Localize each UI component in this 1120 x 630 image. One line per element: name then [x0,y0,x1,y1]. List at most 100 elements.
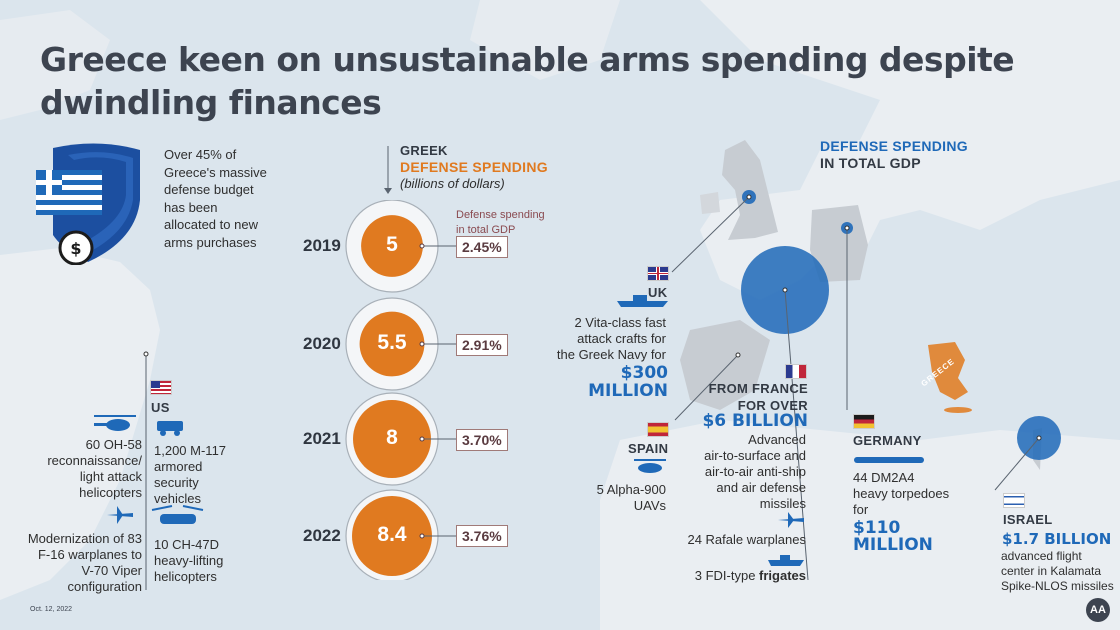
text-line: FROM FRANCE [708,381,808,396]
uk-label: UK [648,285,668,300]
spain-flag-icon [647,422,669,437]
text-line: for [853,502,869,517]
us-item-vehicles: 1,200 M-117 armored security vehicles [154,443,264,507]
text-line: Modernization of 83 [27,531,142,546]
gdp-2021: 3.70% [456,429,508,451]
rafale-jet-icon [778,512,804,528]
aa-logo: AA [1086,598,1110,622]
uk-description: 2 Vita-class fast attack crafts for the … [540,315,666,363]
frigate-icon [768,555,804,566]
israel-description: advanced flight center in Kalamata Spike… [1001,549,1119,594]
legend-line2: IN TOTAL GDP [820,155,921,171]
germany-amount-line2: MILLION [853,535,933,555]
intro-text: Over 45% of Greece's massive defense bud… [164,146,284,251]
spending-header-unit: (billions of dollars) [400,176,505,191]
uav-icon [634,459,666,473]
text-line: heavy torpedoes [853,486,950,501]
intro-line: Greece's massive [164,164,267,180]
year-2019: 2019 [303,236,341,255]
value-circle-2022 [352,496,432,576]
israel-flag-icon [1003,493,1025,508]
intro-line: arms purchases [164,234,257,250]
germany-amount: $110 MILLION [853,520,933,554]
germany-flag-icon [853,414,875,429]
spain-label: SPAIN [628,441,669,456]
gdp-2019: 2.45% [456,236,508,258]
text-line: center in Kalamata [1001,564,1102,578]
germany-label: GERMANY [853,433,922,448]
france-amount: $6 BILLION [702,411,808,431]
value-circle-2019 [361,215,423,277]
text-line: 5 Alpha-900 [596,482,666,497]
text-line: 44 DM2A4 [853,470,915,485]
text-line: attack crafts for [577,331,666,346]
gdp-label: Defense spending in total GDP [456,208,545,238]
text-line: heavy-lifting [154,553,224,568]
frigates-text: 3 FDI-type [694,568,760,583]
gdp-2020: 2.91% [456,334,508,356]
intro-line: has been [164,199,218,215]
spending-header-main: DEFENSE SPENDING [400,159,548,175]
text-line: 1,200 M-117 [154,443,227,458]
text-line: configuration [67,579,142,594]
text-line: F-16 warplanes to [37,547,142,562]
value-2021: 8 [386,426,398,449]
intro-line: allocated to new [164,217,258,232]
year-2020: 2020 [303,334,341,353]
text-line: the Greek Navy for [556,347,666,362]
uk-amount-line2: MILLION [588,381,668,401]
gdp-label-line2: in total GDP [456,224,516,236]
us-item-f16: Modernization of 83 F-16 warplanes to V-… [8,531,142,595]
text-line: advanced flight [1001,549,1082,563]
text-line: air-to-surface and [704,448,806,463]
legend-line1: DEFENSE SPENDING [820,138,968,154]
france-flag-icon [785,364,807,379]
value-2022: 8.4 [377,523,407,546]
france-rafale: 24 Rafale warplanes [687,532,806,547]
ship-icon [617,295,668,307]
france-from: FROM FRANCE FOR OVER [680,380,808,414]
text-line: UAVs [633,498,666,513]
text-line: air-to-air anti-ship [704,464,806,479]
text-line: security [154,475,199,490]
page-title: Greece keen on unsustainable arms spendi… [40,40,1015,122]
uk-flag-icon [647,266,669,281]
text-line: and air defense [716,480,806,495]
spending-header: GREEK DEFENSE SPENDING (billions of doll… [400,142,600,192]
date-label: Oct. 12, 2022 [30,606,73,613]
svg-text:$: $ [70,239,81,258]
shield-flag-icon: $ [36,143,140,265]
us-item-ch47: 10 CH-47D heavy-lifting helicopters [154,537,264,585]
text-line: reconnaissance/ [47,453,142,468]
germany-description: 44 DM2A4 heavy torpedoes for [853,470,973,518]
text-line: Spike-NLOS missiles [1001,579,1114,593]
france-frigates: 3 FDI-type frigates [650,568,806,584]
intro-line: defense budget [164,182,254,197]
armored-vehicle-icon [157,421,183,436]
text-line: 2 Vita-class fast [574,315,666,330]
text-line: helicopters [79,485,142,500]
text-line: V-70 Viper [81,563,142,578]
spain-description: 5 Alpha-900 UAVs [560,482,666,514]
text-line: FOR OVER [737,398,808,413]
germany-amount-line1: $110 [853,518,901,538]
intro-line: Over 45% of [164,147,237,162]
helicopter-icon [94,415,136,431]
us-flag-icon [150,380,172,395]
gdp-label-line1: Defense spending [456,209,545,221]
value-circle-2020 [359,311,425,377]
legend: DEFENSE SPENDING IN TOTAL GDP [820,138,968,172]
text-line: 10 CH-47D [154,537,220,552]
uk-amount-line1: $300 [620,363,668,383]
france-description: Advanced air-to-surface and air-to-air a… [660,432,806,512]
value-2020: 5.5 [377,331,407,354]
year-2021: 2021 [303,429,341,448]
torpedo-icon [854,457,924,463]
value-circle-2021 [353,400,431,478]
us-label: US [151,400,170,415]
heavy-helicopter-icon [151,505,204,524]
us-item-helicopters: 60 OH-58 reconnaissance/ light attack he… [30,437,142,501]
fighter-jet-icon [107,506,133,524]
text-line: 60 OH-58 [85,437,142,452]
